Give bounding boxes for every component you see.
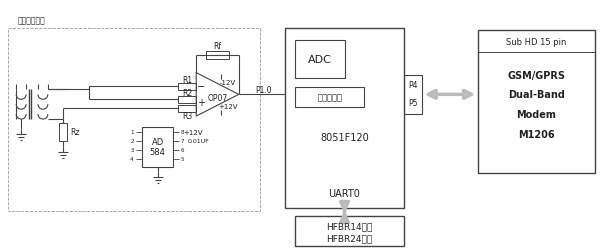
Bar bbox=[178, 97, 196, 103]
Text: AD: AD bbox=[151, 138, 164, 147]
Bar bbox=[295, 216, 404, 246]
Text: R1: R1 bbox=[182, 76, 192, 85]
Text: 0.01UF: 0.01UF bbox=[187, 139, 209, 144]
Text: 7: 7 bbox=[181, 139, 184, 144]
Text: 4: 4 bbox=[130, 156, 134, 162]
Text: 8051F120: 8051F120 bbox=[320, 132, 369, 142]
Text: R3: R3 bbox=[182, 111, 192, 120]
Text: UART0: UART0 bbox=[328, 188, 361, 199]
Bar bbox=[59, 123, 67, 141]
Text: Modem: Modem bbox=[516, 110, 556, 120]
Bar bbox=[178, 84, 196, 90]
Text: +12V: +12V bbox=[184, 130, 203, 135]
Bar bbox=[404, 75, 422, 115]
Text: +: + bbox=[197, 98, 205, 108]
Bar bbox=[295, 88, 364, 108]
Text: −: − bbox=[197, 82, 206, 92]
Text: Sub HD 15 pin: Sub HD 15 pin bbox=[506, 38, 567, 47]
Bar bbox=[478, 31, 595, 174]
Text: OP07: OP07 bbox=[208, 93, 228, 102]
Text: 5: 5 bbox=[181, 156, 184, 162]
Text: GSM/GPRS: GSM/GPRS bbox=[508, 70, 565, 80]
Bar bbox=[206, 52, 229, 59]
Text: 基准电压源: 基准电压源 bbox=[317, 93, 342, 102]
Text: 8: 8 bbox=[181, 130, 184, 135]
Text: R2: R2 bbox=[182, 88, 192, 98]
Text: 3: 3 bbox=[130, 148, 134, 153]
Text: 584: 584 bbox=[150, 148, 165, 156]
Text: P4: P4 bbox=[408, 81, 418, 90]
Text: Rf: Rf bbox=[213, 42, 221, 51]
Text: Dual-Band: Dual-Band bbox=[508, 90, 565, 100]
Bar bbox=[295, 41, 345, 78]
Text: +12V: +12V bbox=[218, 104, 238, 110]
Bar bbox=[285, 29, 404, 208]
Text: 2: 2 bbox=[130, 139, 134, 144]
Text: M1206: M1206 bbox=[518, 129, 554, 139]
Text: 1: 1 bbox=[130, 130, 134, 135]
Text: HFBR14发送: HFBR14发送 bbox=[326, 222, 373, 231]
Text: P5: P5 bbox=[408, 98, 418, 107]
Text: P1.0: P1.0 bbox=[255, 86, 272, 94]
Text: -12V: -12V bbox=[219, 80, 236, 86]
Text: 小电流互感器: 小电流互感器 bbox=[17, 17, 45, 25]
Text: HFBR24接收: HFBR24接收 bbox=[326, 233, 373, 242]
Bar bbox=[142, 128, 173, 167]
Text: 6: 6 bbox=[181, 148, 184, 153]
Bar bbox=[178, 105, 196, 112]
Text: ADC: ADC bbox=[308, 54, 332, 65]
Text: Rz: Rz bbox=[71, 128, 80, 137]
Bar bbox=[9, 29, 260, 211]
